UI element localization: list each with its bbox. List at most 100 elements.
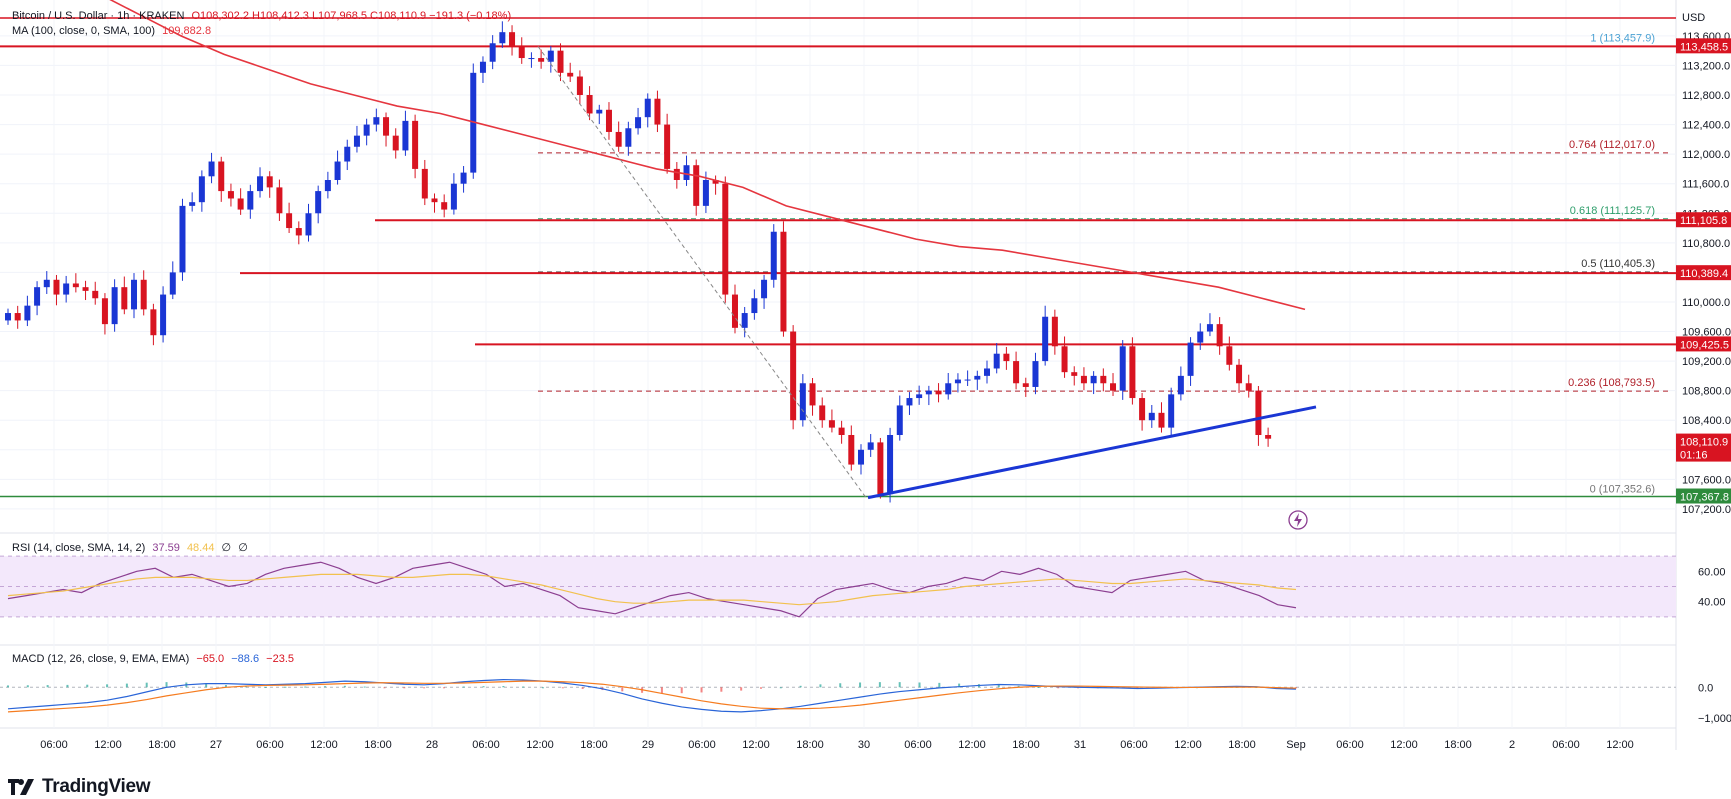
candle-body (673, 168, 680, 180)
macd-histogram-bar (779, 687, 782, 689)
candle-body (1226, 346, 1233, 365)
candle-body (53, 279, 60, 295)
tradingview-logo-icon (8, 779, 34, 795)
time-tick-label: 18:00 (1012, 739, 1040, 751)
candle-body (528, 58, 535, 60)
candle-body (1003, 353, 1010, 362)
candle-body (189, 202, 196, 206)
price-tick-label: 112,800.0 (1682, 90, 1730, 102)
candle-body (984, 368, 991, 376)
macd-histogram-bar (86, 684, 89, 688)
price-label-box (1676, 433, 1731, 462)
macd-histogram-bar (819, 684, 822, 688)
candle-body (383, 117, 390, 136)
macd-histogram-bar (264, 686, 267, 688)
time-tick-label: 12:00 (742, 739, 770, 751)
currency-label: USD (1682, 12, 1706, 24)
candle-body (770, 231, 777, 280)
candle-body (906, 398, 913, 406)
candle-body (1255, 390, 1262, 435)
candle-body (867, 442, 874, 450)
candle-body (5, 313, 11, 321)
candle-body (1216, 324, 1223, 347)
macd-histogram-bar (383, 687, 386, 689)
candle-body (557, 50, 564, 73)
candle-body (964, 379, 971, 381)
candle-body (121, 287, 128, 310)
candle-body (1177, 375, 1184, 395)
candle-body (644, 98, 651, 118)
macd-histogram-bar (363, 686, 366, 688)
macd-histogram-bar (1037, 686, 1040, 688)
price-tick-label: 108,400.0 (1682, 415, 1731, 427)
candle-body (935, 390, 942, 395)
candle-body (828, 420, 835, 428)
time-tick-label: 12:00 (94, 739, 122, 751)
candle-body (780, 231, 787, 332)
time-tick-label: 06:00 (40, 739, 68, 751)
macd-tick-label: −1,000.0 (1698, 713, 1731, 725)
candle-body (1158, 412, 1165, 428)
price-label-text: 111,105.8 (1680, 215, 1727, 227)
candle-body (14, 313, 21, 321)
candle-body (1119, 346, 1126, 391)
time-tick-label: 18:00 (148, 739, 176, 751)
time-tick-label: 18:00 (796, 739, 824, 751)
candle-body (286, 213, 293, 229)
rsi-label[interactable]: RSI (14, close, SMA, 14, 2) (12, 542, 146, 554)
candle-body (1139, 398, 1146, 421)
fib-retracement-diagonal (537, 46, 867, 498)
price-label-box (1676, 38, 1731, 54)
time-tick-label: 06:00 (904, 739, 932, 751)
fib-level-label: 0.236 (108,793.5) (1568, 377, 1655, 389)
price-tick-label: 111,600.0 (1682, 179, 1729, 191)
candle-body (363, 124, 370, 136)
macd-histogram-bar (759, 687, 762, 689)
candle-body (198, 176, 205, 203)
candle-body (179, 205, 186, 273)
price-tick-label: 113,200.0 (1682, 60, 1730, 72)
macd-histogram-bar (1136, 687, 1139, 689)
time-tick-label: 27 (210, 739, 222, 751)
candle-body (257, 176, 264, 192)
macd-histogram-bar (482, 686, 485, 688)
candle-body (1197, 331, 1204, 343)
price-label-text: 107,367.8 (1680, 492, 1729, 504)
macd-label[interactable]: MACD (12, 26, close, 9, EMA, EMA) (12, 653, 190, 665)
macd-histogram-bar (66, 684, 69, 688)
candle-body (1051, 316, 1058, 347)
macd-histogram-bar (581, 687, 584, 689)
candle-body (625, 128, 632, 147)
macd-histogram-bar (462, 686, 465, 688)
time-tick-label: 18:00 (1228, 739, 1256, 751)
rsi-band (0, 556, 1676, 617)
candle-body (441, 202, 448, 210)
candle-body (276, 187, 283, 214)
tradingview-logo[interactable]: TradingView (8, 776, 151, 798)
candle-body (266, 176, 273, 188)
fib-level-label: 0.618 (111,125.7) (1570, 205, 1655, 217)
candle-body (1110, 383, 1117, 391)
macd-histogram-bar (244, 686, 247, 688)
candle-body (305, 213, 312, 236)
macd-histogram-bar (324, 686, 327, 688)
candle-body (993, 353, 1000, 369)
candle-body (431, 198, 438, 203)
time-tick-label: 12:00 (1390, 739, 1418, 751)
candle-body (887, 435, 894, 495)
rsi-extra-1: ∅ (221, 542, 232, 554)
candle-body (489, 43, 496, 62)
price-tick-label: 109,600.0 (1682, 327, 1731, 339)
candle-body (353, 135, 360, 147)
candle-body (857, 449, 864, 465)
symbol-title: Bitcoin / U.S. Dollar · 1h · KRAKEN (12, 10, 185, 22)
time-tick-label: Sep (1286, 739, 1306, 751)
price-label-text: 110,389.4 (1680, 268, 1728, 280)
lightning-icon (1294, 513, 1302, 527)
candle-body (92, 290, 99, 299)
ma-indicator-label[interactable]: MA (100, close, 0, SMA, 100) (12, 25, 156, 37)
rsi-extra-2: ∅ (238, 542, 248, 554)
candle-body (790, 331, 797, 421)
price-label-text: 113,458.5 (1680, 41, 1728, 53)
